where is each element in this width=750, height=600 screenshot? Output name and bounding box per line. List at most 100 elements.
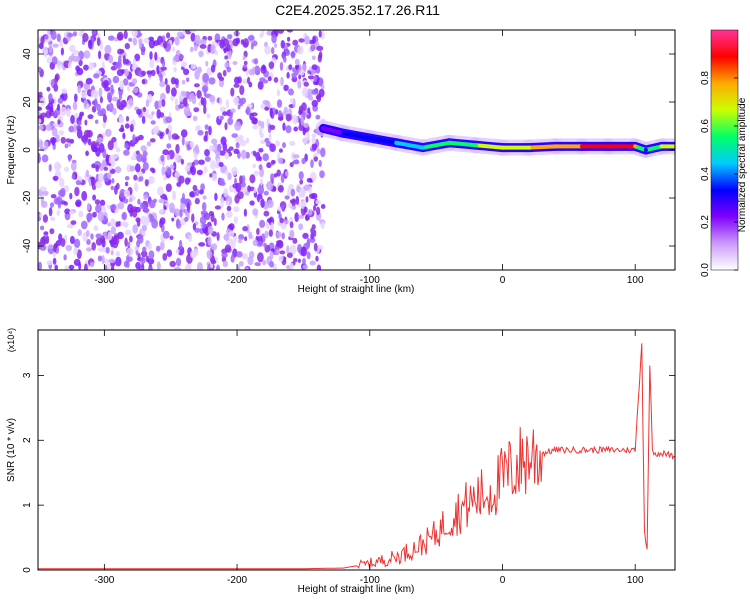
top-x-axis-label: Height of straight line (km) (298, 284, 415, 295)
noise-speck (199, 216, 207, 225)
noise-speck (210, 160, 217, 170)
noise-speck (100, 205, 107, 214)
noise-speck (303, 184, 310, 191)
bottom-x-tick-label: 100 (627, 575, 644, 586)
noise-speck (302, 264, 308, 270)
noise-speck (216, 264, 220, 270)
noise-speck (69, 235, 75, 245)
noise-speck (120, 99, 127, 108)
noise-speck (52, 175, 59, 181)
noise-speck (98, 87, 103, 98)
noise-speck (142, 246, 147, 253)
noise-speck (134, 182, 139, 192)
noise-speck (86, 212, 93, 222)
noise-speck (214, 205, 222, 210)
noise-speck (281, 204, 285, 210)
noise-speck (85, 77, 93, 85)
noise-speck (271, 34, 277, 44)
noise-speck (238, 261, 244, 267)
noise-speck (198, 189, 204, 195)
noise-speck (206, 113, 211, 119)
noise-speck (209, 173, 213, 178)
noise-speck (262, 79, 269, 84)
noise-speck (196, 125, 201, 131)
noise-speck (84, 263, 88, 270)
noise-speck (152, 126, 159, 135)
noise-speck (81, 135, 88, 143)
noise-speck (253, 188, 257, 194)
noise-speck (200, 96, 204, 106)
noise-speck (98, 50, 102, 60)
noise-speck (159, 217, 166, 225)
noise-speck (178, 239, 183, 250)
noise-speck (205, 213, 211, 221)
noise-speck (77, 84, 81, 94)
noise-speck (155, 245, 161, 252)
noise-speck (39, 97, 46, 106)
noise-speck (102, 159, 107, 167)
noise-speck (41, 235, 47, 246)
noise-speck (132, 224, 139, 234)
noise-speck (289, 230, 295, 238)
noise-speck (44, 141, 49, 150)
noise-speck (46, 86, 51, 92)
noise-speck (132, 209, 138, 218)
noise-speck (107, 231, 113, 241)
noise-speck (49, 228, 55, 235)
ridge-core (643, 144, 664, 152)
noise-speck (159, 73, 163, 83)
noise-speck (271, 159, 276, 165)
noise-speck (150, 69, 156, 77)
noise-speck (315, 199, 322, 205)
noise-speck (252, 239, 259, 247)
noise-speck (262, 100, 270, 105)
noise-speck (310, 159, 314, 169)
noise-speck (40, 36, 45, 45)
noise-speck (191, 95, 197, 105)
noise-speck (146, 141, 152, 147)
noise-speck (233, 148, 240, 154)
colorbar-label: Normalized spectral amplitude (737, 97, 748, 232)
noise-speck (161, 99, 166, 107)
noise-speck (131, 78, 138, 85)
noise-speck (232, 38, 239, 47)
noise-speck (306, 251, 311, 260)
noise-speck (117, 221, 122, 227)
noise-speck (220, 198, 224, 209)
noise-speck (40, 112, 48, 118)
noise-speck (124, 123, 130, 129)
noise-speck (76, 249, 82, 260)
colorbar-tick-label: 0.2 (700, 215, 711, 229)
noise-speck (136, 219, 141, 227)
noise-speck (136, 153, 143, 163)
noise-speck (127, 85, 131, 92)
noise-speck (222, 111, 228, 116)
noise-speck (107, 35, 115, 41)
noise-speck (270, 222, 274, 231)
bottom-x-axis-label: Height of straight line (km) (298, 584, 415, 595)
noise-speck (182, 192, 185, 203)
noise-speck (87, 138, 92, 146)
noise-speck (219, 181, 226, 186)
noise-speck (160, 240, 165, 251)
noise-speck (97, 211, 104, 222)
top-y-tick-label: -40 (22, 238, 33, 253)
ridge-point (341, 131, 346, 136)
noise-speck (269, 143, 276, 152)
noise-speck (73, 247, 78, 256)
noise-speck (144, 37, 150, 44)
noise-speck (110, 226, 116, 235)
noise-speck (226, 34, 233, 40)
ridge-point (659, 144, 664, 149)
noise-speck (311, 133, 317, 138)
noise-speck (300, 116, 304, 126)
noise-speck (149, 138, 156, 143)
page-title: C2E4.2025.352.17.26.R11 (275, 2, 440, 18)
noise-speck (74, 186, 80, 197)
noise-speck (175, 248, 180, 254)
ridge-point (420, 145, 425, 150)
noise-speck (297, 243, 302, 253)
noise-speck (60, 238, 66, 247)
noise-speck (283, 84, 289, 92)
noise-speck (211, 138, 218, 145)
